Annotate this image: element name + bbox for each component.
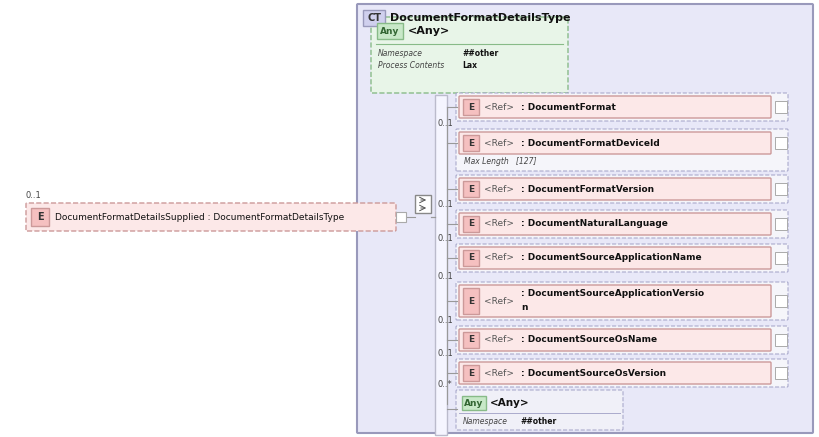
Bar	[775, 137, 787, 149]
Text: <Ref>: <Ref>	[484, 139, 514, 148]
Text: DocumentFormatDetailsSupplied : DocumentFormatDetailsType: DocumentFormatDetailsSupplied : Document…	[55, 212, 344, 222]
Text: E: E	[468, 103, 474, 111]
Text: <Any>: <Any>	[490, 398, 530, 408]
Text: Max Length   [127]: Max Length [127]	[464, 156, 536, 166]
Bar	[775, 101, 787, 113]
Text: 0..1: 0..1	[438, 272, 454, 281]
Text: n: n	[521, 304, 527, 312]
Bar	[415, 195, 431, 213]
FancyBboxPatch shape	[459, 362, 771, 384]
Bar	[463, 135, 479, 151]
Bar	[31, 208, 49, 226]
Text: : DocumentSourceOsName: : DocumentSourceOsName	[521, 336, 657, 344]
Text: +: +	[777, 219, 785, 229]
Bar	[463, 216, 479, 232]
Text: E: E	[468, 336, 474, 344]
Text: 0..1: 0..1	[438, 349, 454, 358]
Text: DocumentFormatDetailsType: DocumentFormatDetailsType	[390, 13, 571, 23]
FancyBboxPatch shape	[459, 96, 771, 118]
Text: <Any>: <Any>	[408, 26, 450, 36]
Text: E: E	[468, 368, 474, 378]
Text: Any: Any	[464, 399, 484, 407]
Text: : DocumentSourceApplicationName: : DocumentSourceApplicationName	[521, 253, 702, 263]
Text: <Ref>: <Ref>	[484, 296, 514, 305]
FancyBboxPatch shape	[459, 213, 771, 235]
Bar	[775, 334, 787, 346]
Text: E: E	[468, 184, 474, 194]
Text: ##other: ##other	[462, 49, 498, 59]
Text: <Ref>: <Ref>	[484, 184, 514, 194]
Text: 0..1: 0..1	[25, 191, 41, 200]
Text: ##other: ##other	[520, 417, 556, 427]
Text: : DocumentSourceOsVersion: : DocumentSourceOsVersion	[521, 368, 666, 378]
Text: <Ref>: <Ref>	[484, 103, 514, 111]
Bar	[363, 10, 385, 26]
Text: E: E	[468, 296, 474, 305]
FancyBboxPatch shape	[357, 4, 813, 433]
Text: <Ref>: <Ref>	[484, 219, 514, 229]
FancyBboxPatch shape	[371, 17, 568, 93]
Text: 0..1: 0..1	[438, 200, 454, 209]
FancyBboxPatch shape	[456, 210, 788, 238]
Bar	[377, 23, 403, 39]
Text: : DocumentFormat: : DocumentFormat	[521, 103, 616, 111]
FancyBboxPatch shape	[459, 247, 771, 269]
Bar	[463, 288, 479, 314]
FancyBboxPatch shape	[459, 329, 771, 351]
Bar	[775, 295, 787, 307]
Text: E: E	[468, 139, 474, 148]
Text: +: +	[777, 184, 785, 194]
Bar	[775, 183, 787, 195]
Text: : DocumentFormatVersion: : DocumentFormatVersion	[521, 184, 654, 194]
Text: CT: CT	[367, 13, 381, 23]
FancyBboxPatch shape	[26, 203, 396, 231]
Text: E: E	[468, 219, 474, 229]
Text: E: E	[37, 212, 43, 222]
FancyBboxPatch shape	[456, 359, 788, 387]
Text: Namespace: Namespace	[378, 49, 423, 59]
Bar	[462, 396, 486, 410]
Text: Namespace: Namespace	[463, 417, 508, 427]
Bar	[463, 365, 479, 381]
Bar	[435, 95, 447, 435]
Text: 0..1: 0..1	[438, 234, 454, 243]
Text: 0..*: 0..*	[438, 380, 453, 389]
Text: E: E	[468, 253, 474, 263]
Text: : DocumentSourceApplicationVersio: : DocumentSourceApplicationVersio	[521, 289, 704, 298]
Text: <Ref>: <Ref>	[484, 253, 514, 263]
Bar	[463, 99, 479, 115]
Bar	[396, 212, 406, 222]
Text: <Ref>: <Ref>	[484, 336, 514, 344]
FancyBboxPatch shape	[456, 326, 788, 354]
FancyBboxPatch shape	[456, 129, 788, 171]
FancyBboxPatch shape	[456, 390, 623, 430]
Text: Process Contents: Process Contents	[378, 62, 444, 70]
Text: : DocumentNaturalLanguage: : DocumentNaturalLanguage	[521, 219, 667, 229]
FancyBboxPatch shape	[456, 175, 788, 203]
FancyBboxPatch shape	[459, 178, 771, 200]
Text: +: +	[777, 335, 785, 345]
Bar	[775, 367, 787, 379]
Text: : DocumentFormatDeviceId: : DocumentFormatDeviceId	[521, 139, 660, 148]
Text: 0..1: 0..1	[438, 119, 454, 128]
Text: +: +	[777, 368, 785, 378]
FancyBboxPatch shape	[459, 132, 771, 154]
FancyBboxPatch shape	[456, 282, 788, 320]
Bar	[463, 181, 479, 197]
FancyBboxPatch shape	[459, 285, 771, 317]
Text: <Ref>: <Ref>	[484, 368, 514, 378]
FancyBboxPatch shape	[456, 244, 788, 272]
Text: +: +	[777, 253, 785, 263]
Text: 0..1: 0..1	[438, 316, 454, 325]
Text: +: +	[777, 138, 785, 148]
Bar	[775, 252, 787, 264]
Text: Any: Any	[380, 27, 400, 35]
Text: +: +	[777, 296, 785, 306]
Bar	[463, 250, 479, 266]
Text: +: +	[777, 102, 785, 112]
Text: Lax: Lax	[462, 62, 477, 70]
Bar	[775, 218, 787, 230]
FancyBboxPatch shape	[456, 93, 788, 121]
Bar	[463, 332, 479, 348]
